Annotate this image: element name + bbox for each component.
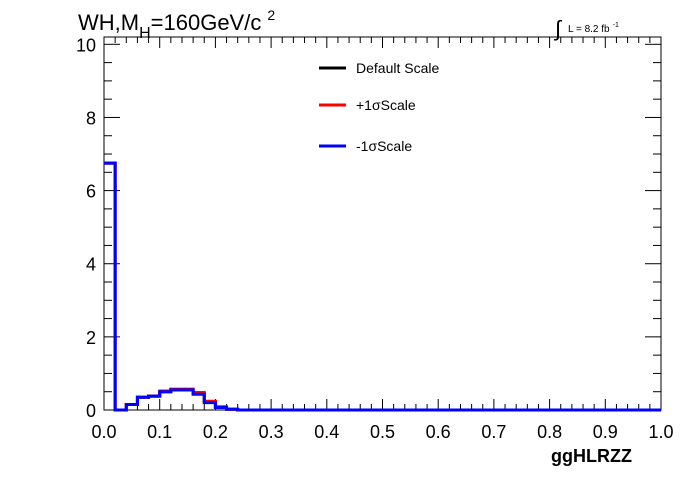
legend-label-minus1sigma: -1σScale <box>356 138 412 154</box>
chart-title: WH,MH=160GeV/c 2 <box>78 7 275 42</box>
x-tick-label: 1.0 <box>648 422 673 442</box>
legend-label-plus1sigma: +1σScale <box>356 97 416 113</box>
y-tick-label: 6 <box>86 182 96 202</box>
series-line-default <box>104 161 661 412</box>
title-rest: =160GeV/c <box>151 10 262 35</box>
y-tick-label: 10 <box>76 35 96 55</box>
x-axis-label: ggHLRZZ <box>551 446 632 466</box>
series-line-minus1sigma <box>104 161 661 412</box>
x-tick-label: 0.8 <box>537 422 562 442</box>
title-subscript: H <box>139 25 151 42</box>
x-tick-label: 0.7 <box>481 422 506 442</box>
lumi-label: L = 8.2 fb -1 <box>568 22 619 35</box>
plot-frame <box>103 36 662 411</box>
x-axis: 0.0 0.1 0.2 0.3 0.4 0.5 0.6 0.7 0.8 0.9 1.0 <box>91 37 674 442</box>
x-tick-label: 0.3 <box>259 422 284 442</box>
x-tick-label: 0.0 <box>91 422 116 442</box>
series-line-plus1sigma <box>104 161 661 412</box>
lumi-integral-sign: ∫ <box>553 16 563 41</box>
x-tick-label: 0.2 <box>203 422 228 442</box>
x-tick-label: 0.1 <box>147 422 172 442</box>
x-tick-label: 0.9 <box>593 422 618 442</box>
lumi-superscript: -1 <box>613 22 619 29</box>
legend: Default Scale +1σScale -1σScale <box>319 60 439 154</box>
lumi-text: L = 8.2 fb <box>568 24 610 35</box>
y-tick-label: 0 <box>86 401 96 421</box>
y-axis: 0 2 4 6 8 10 <box>76 35 661 421</box>
x-tick-label: 0.6 <box>426 422 451 442</box>
y-tick-label: 4 <box>86 255 96 275</box>
title-prefix: WH,M <box>78 10 139 35</box>
y-tick-label: 2 <box>86 328 96 348</box>
x-tick-label: 0.5 <box>370 422 395 442</box>
y-tick-label: 8 <box>86 108 96 128</box>
x-tick-label: 0.4 <box>314 422 339 442</box>
legend-label-default: Default Scale <box>356 60 439 76</box>
title-superscript: 2 <box>267 7 275 23</box>
series-layer <box>104 161 661 412</box>
